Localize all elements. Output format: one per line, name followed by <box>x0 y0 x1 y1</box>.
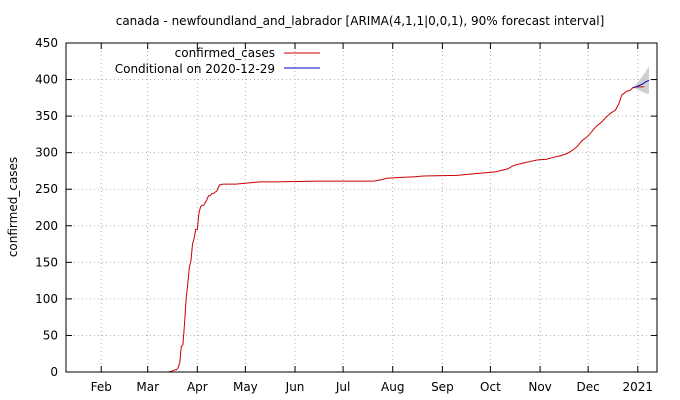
x-tick-label: Jun <box>285 380 305 394</box>
chart-title: canada - newfoundland_and_labrador [ARIM… <box>116 14 605 28</box>
x-tick-label: 2021 <box>623 380 654 394</box>
y-tick-label: 150 <box>35 255 58 269</box>
y-tick-label: 50 <box>43 328 58 342</box>
y-axis-label: confirmed_cases <box>6 157 20 257</box>
x-tick-label: Sep <box>431 380 454 394</box>
y-tick-label: 350 <box>35 109 58 123</box>
legend-label-conditional: Conditional on 2020-12-29 <box>115 62 275 76</box>
x-tick-label: Aug <box>381 380 404 394</box>
x-tick-label: Dec <box>577 380 600 394</box>
x-tick-label: May <box>233 380 258 394</box>
axis-ticks: 0 50 100 150 200 250 300 350 400 450 Feb Mar Apr May J… <box>35 36 657 394</box>
legend: confirmed_cases Conditional on 2020-12-2… <box>115 46 320 76</box>
forecast-interval-band <box>632 66 649 95</box>
series-line-confirmed-cases <box>168 86 645 373</box>
x-tick-label: Apr <box>187 380 208 394</box>
y-tick-label: 300 <box>35 146 58 160</box>
y-tick-label: 450 <box>35 36 58 50</box>
y-tick-label: 200 <box>35 219 58 233</box>
x-tick-label: Jul <box>335 380 350 394</box>
series-line-conditional <box>632 79 650 89</box>
y-tick-label: 250 <box>35 182 58 196</box>
x-tick-label: Feb <box>91 380 112 394</box>
legend-label-confirmed-cases: confirmed_cases <box>175 46 275 60</box>
grid-lines <box>66 43 657 372</box>
plot-frame <box>65 42 658 373</box>
y-tick-label: 400 <box>35 73 58 87</box>
x-tick-label: Nov <box>528 380 551 394</box>
x-tick-label: Oct <box>480 380 501 394</box>
series-lines <box>168 79 650 373</box>
y-tick-label: 100 <box>35 292 58 306</box>
y-tick-label: 0 <box>50 365 58 379</box>
forecast-interval <box>632 66 649 95</box>
x-tick-label: Mar <box>136 380 159 394</box>
